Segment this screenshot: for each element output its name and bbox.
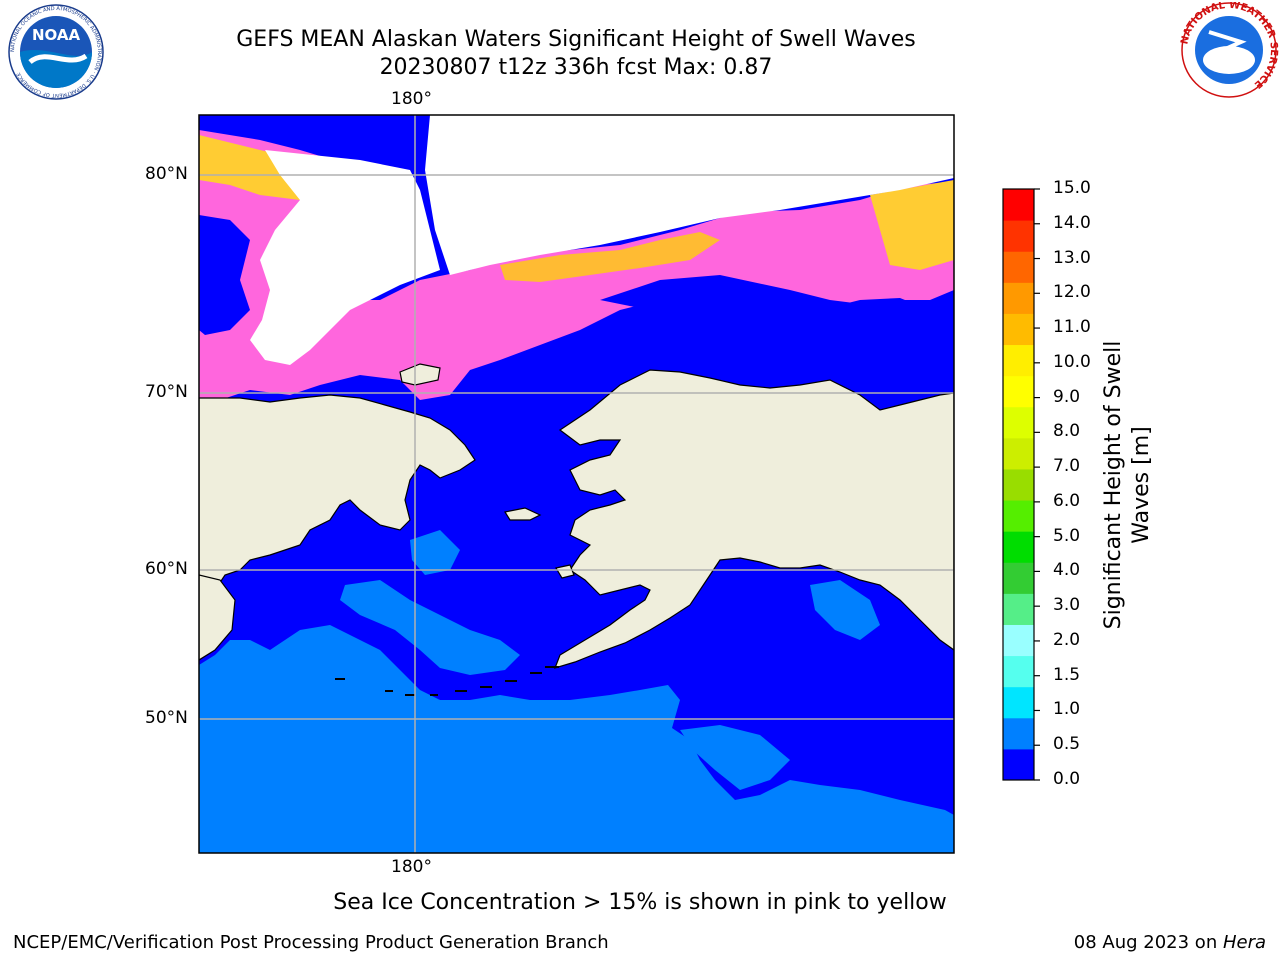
colorbar-segment <box>1003 468 1034 501</box>
footer-credit: NCEP/EMC/Verification Post Processing Pr… <box>13 932 609 953</box>
ocean-swell-0-0.5 <box>600 275 954 360</box>
colorbar-segment <box>1003 562 1034 594</box>
colorbar-title: Significant Height of Swell Waves [m] <box>1101 340 1154 630</box>
colorbar-tick-label: 9.0 <box>1053 386 1081 407</box>
colorbar <box>1003 188 1040 781</box>
land-alaska <box>554 369 954 669</box>
colorbar-tick-label: 1.5 <box>1053 664 1081 685</box>
colorbar-tick-label: 15.0 <box>1053 178 1091 198</box>
aleutian-islands <box>335 666 559 696</box>
lat-label-50: 50°N <box>145 708 188 728</box>
footer-host: Hera <box>1222 932 1266 953</box>
lon-label-top: 180° <box>391 89 432 109</box>
lat-label-70: 70°N <box>145 382 188 402</box>
colorbar-tick-label: 6.0 <box>1053 490 1081 511</box>
colorbar-segment <box>1003 344 1034 377</box>
colorbar-segment <box>1003 655 1034 688</box>
colorbar-tick-label: 7.0 <box>1053 456 1081 477</box>
chart-subtitle: 20230807 t12z 336h fcst Max: 0.87 <box>379 55 773 80</box>
noaa-logo: NOAA NATIONAL OCEANIC AND ATMOSPHERIC AD… <box>8 4 104 100</box>
ocean-patch <box>810 580 880 640</box>
chart-title: GEFS MEAN Alaskan Waters Significant Hei… <box>236 27 916 52</box>
colorbar-tick-label: 8.0 <box>1053 421 1081 442</box>
colorbar-tick-label: 3.0 <box>1053 595 1081 616</box>
colorbar-tick-label: 2.0 <box>1053 629 1081 650</box>
colorbar-segment <box>1003 593 1034 625</box>
land-st-lawrence-island <box>504 507 542 521</box>
colorbar-segment <box>1003 375 1034 408</box>
lat-label-60: 60°N <box>145 559 188 579</box>
colorbar-tick-label: 13.0 <box>1053 247 1091 268</box>
land-nunivak-island <box>555 564 575 579</box>
colorbar-tick-label: 5.0 <box>1053 525 1081 546</box>
colorbar-segment <box>1003 251 1034 283</box>
colorbar-tick-label: 4.0 <box>1053 560 1081 581</box>
colorbar-segment <box>1003 313 1034 346</box>
ice-white-area <box>425 115 954 275</box>
colorbar-segment <box>1003 282 1034 314</box>
colorbar-segment <box>1003 624 1034 657</box>
colorbar-tick-label: 0.5 <box>1053 734 1081 755</box>
sea-ice-note: Sea Ice Concentration > 15% is shown in … <box>333 890 947 915</box>
noaa-logo-text: NOAA <box>32 26 81 44</box>
colorbar-segment <box>1003 686 1034 719</box>
colorbar-segment <box>1003 531 1034 563</box>
colorbar-segment <box>1003 406 1034 439</box>
colorbar-frame <box>1002 188 1035 781</box>
land-siberia <box>199 394 476 616</box>
colorbar-tick-label: 14.0 <box>1053 212 1091 233</box>
colorbar-segment <box>1003 437 1034 470</box>
map-plot-area <box>199 115 954 853</box>
colorbar-tick-label: 1.0 <box>1053 699 1081 720</box>
ocean-swell-0-0.5 <box>199 215 250 335</box>
colorbar-tick-label: 0.0 <box>1053 769 1081 789</box>
ocean-patch <box>340 580 520 675</box>
colorbar-tick-label: 10.0 <box>1053 351 1091 372</box>
colorbar-segment <box>1003 717 1034 750</box>
footer-date: 08 Aug 2023 on Hera <box>1074 932 1266 953</box>
land-wrangel-island <box>399 363 441 386</box>
sea-ice-yellow <box>870 180 954 270</box>
nws-logo: NATIONAL WEATHER SERVICE <box>1179 2 1279 98</box>
colorbar-tick-label: 11.0 <box>1053 317 1091 338</box>
colorbar-segment <box>1003 220 1034 252</box>
ocean-patch <box>680 725 790 790</box>
map-frame <box>198 114 955 854</box>
colorbar-segment <box>1003 500 1034 532</box>
lon-label-bottom: 180° <box>391 857 432 877</box>
ocean-patch <box>410 530 460 575</box>
colorbar-segment <box>1003 189 1034 221</box>
colorbar-segment <box>1003 748 1034 781</box>
land-kamchatka <box>199 574 236 661</box>
ice-white-area <box>250 150 440 365</box>
sea-ice-yellow <box>500 232 720 282</box>
footer-date-text: 08 Aug 2023 on <box>1073 932 1223 953</box>
map-graticule <box>199 115 954 853</box>
lat-label-80: 80°N <box>145 164 188 184</box>
colorbar-tick-label: 12.0 <box>1053 282 1091 303</box>
